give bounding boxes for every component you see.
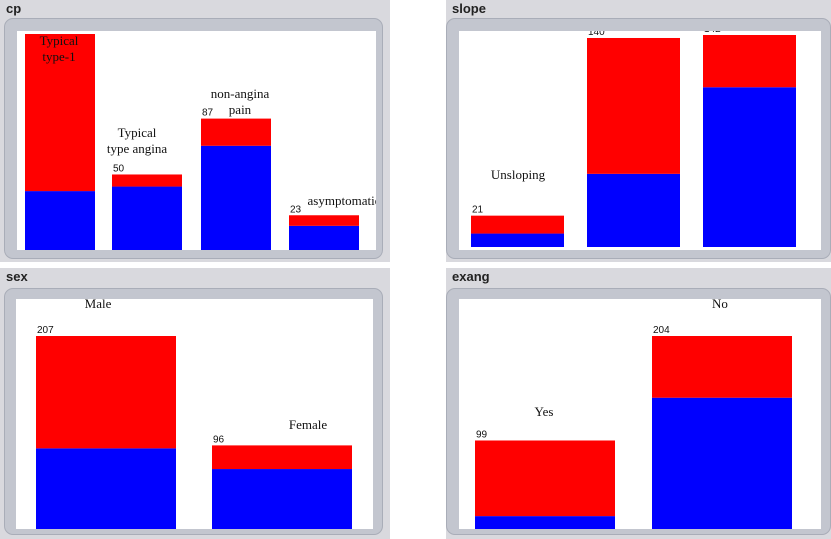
sex-count-label-0: 207 — [37, 325, 54, 336]
slope-bar-0-segment-1 — [471, 215, 564, 234]
exang-bar-1-segment-0 — [652, 397, 792, 529]
slope-plot-area: 21Unsloping140Flat142Down sloping — [459, 31, 821, 250]
sex-chart-frame: 207 Male 96 Female — [4, 288, 383, 535]
cp-bar-1-segment-0 — [112, 186, 182, 250]
cp-bar-2-segment-0 — [201, 145, 271, 250]
exang-panel: exang 99 Yes 204 No — [446, 268, 831, 539]
slope-panel: slope 21Unsloping140Flat142Down sloping — [446, 0, 831, 262]
slope-count-label-2: 142 — [704, 31, 721, 35]
sex-count-label-1: 96 — [213, 434, 225, 445]
cp-count-label-0: 143 — [26, 31, 43, 34]
exang-panel-title: exang — [452, 269, 490, 284]
cp-bar-0-segment-0 — [25, 191, 95, 250]
slope-bar-0-segment-0 — [471, 233, 564, 247]
sex-bar-1-segment-0 — [212, 469, 352, 529]
cp-bar-2-segment-1 — [201, 118, 271, 146]
sex-chart: 207 Male 96 Female — [36, 299, 352, 529]
cp-category-label-2: non-angina pain — [211, 86, 270, 117]
exang-count-label-0: 99 — [476, 429, 488, 440]
slope-count-label-1: 140 — [588, 31, 605, 38]
cp-bar-3-segment-0 — [289, 225, 359, 250]
cp-category-label-0: Typical type-1 — [40, 33, 79, 64]
exang-category-label-1: No — [712, 299, 728, 311]
cp-bar-0-segment-1 — [25, 34, 95, 192]
exang-count-label-1: 204 — [653, 325, 670, 336]
slope-bar-2-segment-1 — [703, 35, 796, 88]
cp-bar-1-segment-1 — [112, 174, 182, 187]
exang-chart-frame: 99 Yes 204 No — [446, 288, 831, 535]
slope-chart: 21Unsloping140Flat142Down sloping — [471, 31, 796, 247]
exang-bar-1-segment-1 — [652, 336, 792, 398]
sex-category-label-0: Male — [85, 299, 112, 311]
sex-bar-0-segment-0 — [36, 448, 176, 529]
slope-bar-1-segment-1 — [587, 37, 680, 174]
sex-bar-0-segment-1 — [36, 336, 176, 449]
exang-category-label-0: Yes — [535, 404, 554, 419]
slope-bar-1-segment-0 — [587, 173, 680, 247]
sex-panel-title: sex — [6, 269, 28, 284]
sex-bar-1-segment-1 — [212, 445, 352, 470]
cp-category-label-1: Typical type angina — [107, 125, 168, 156]
cp-panel-title: cp — [6, 1, 22, 16]
slope-bar-2-segment-0 — [703, 87, 796, 247]
sex-panel: sex 207 Male 96 Female — [0, 268, 390, 539]
exang-bar-0-segment-1 — [475, 440, 615, 517]
exang-bar-0-segment-0 — [475, 516, 615, 529]
cp-bar-3-segment-1 — [289, 215, 359, 226]
sex-plot-area: 207 Male 96 Female — [16, 299, 373, 529]
exang-plot-area: 99 Yes 204 No — [459, 299, 821, 529]
slope-panel-title: slope — [452, 1, 486, 16]
exang-chart: 99 Yes 204 No — [475, 299, 792, 529]
slope-count-label-0: 21 — [472, 205, 484, 216]
cp-count-label-2: 87 — [202, 108, 214, 119]
cp-count-label-1: 50 — [113, 163, 125, 174]
slope-chart-frame: 21Unsloping140Flat142Down sloping — [446, 18, 831, 259]
slope-category-label-0: Unsloping — [491, 167, 546, 182]
sex-category-label-1: Female — [289, 417, 327, 432]
cp-category-label-3: asymptomatic — [308, 193, 376, 208]
cp-count-label-3: 23 — [290, 204, 302, 215]
